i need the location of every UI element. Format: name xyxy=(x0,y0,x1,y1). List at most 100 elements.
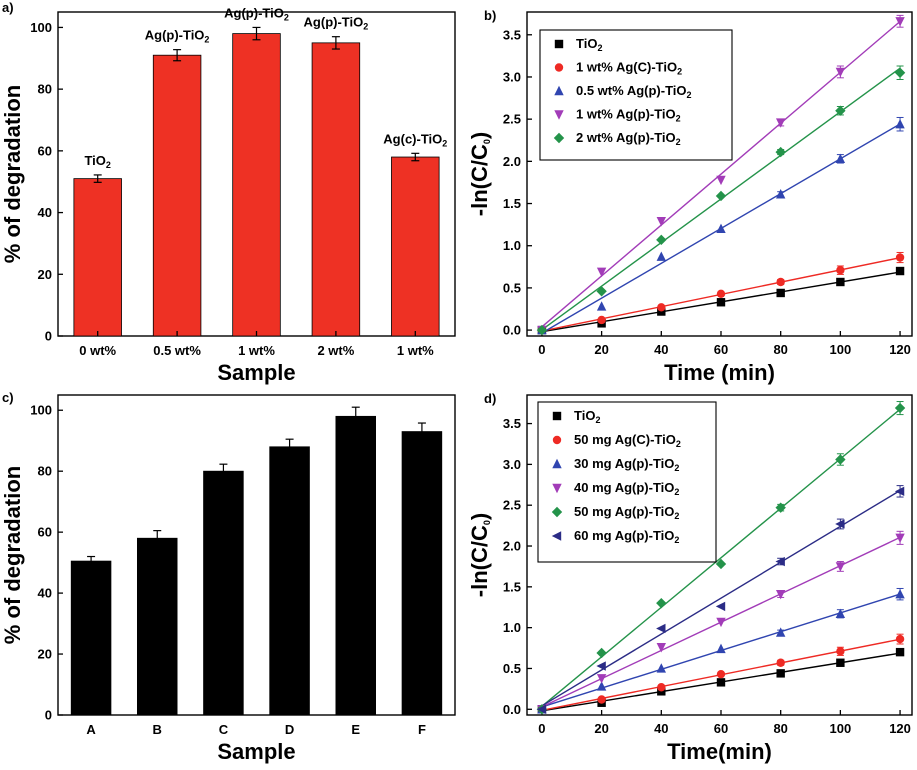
panel-b-data-point xyxy=(716,289,726,299)
panel-d-data-point xyxy=(596,661,606,671)
subscript-text: 2 xyxy=(674,535,679,545)
panel-b-legend-marker xyxy=(554,39,564,49)
label-text: 20 xyxy=(594,721,608,736)
panel-d-data-point xyxy=(895,533,905,544)
panel-d-legend-label: 60 mg Ag(p)-TiO2 xyxy=(574,528,679,545)
panel-c-xtick-label: F xyxy=(418,722,426,737)
panel-a-xtick-label: 1 wt% xyxy=(238,343,275,358)
panel-b-data-point xyxy=(656,251,667,261)
subscript-text: 2 xyxy=(595,415,600,425)
panel-d-data-point xyxy=(597,695,606,704)
panel-b-data-point xyxy=(836,265,845,275)
panel-d-data-point xyxy=(835,608,846,618)
panel-d-data-point xyxy=(596,647,607,659)
panel-c-panel-label: c) xyxy=(2,390,14,405)
label-text: 0.0 xyxy=(503,702,521,717)
panel-d-x-axis-title: Time(min) xyxy=(667,739,772,764)
subscript-text: 2 xyxy=(674,511,679,521)
panel-c-bar xyxy=(136,537,178,716)
panel-c-ytick-label: 0 xyxy=(45,708,52,723)
subscript-text: 2 xyxy=(674,487,679,497)
subscript-text: 2 xyxy=(204,35,209,45)
panel-d-data-point xyxy=(836,647,845,656)
panel-d-data-point xyxy=(775,502,786,513)
label-text: B xyxy=(153,722,162,737)
panel-b-data-point xyxy=(836,277,845,287)
panel-d-data-point xyxy=(776,658,785,667)
label-text: 20 xyxy=(594,342,608,357)
panel-d-xtick-label: 100 xyxy=(830,721,852,736)
label-text: C xyxy=(219,722,229,737)
panel-b-data-point xyxy=(895,119,905,129)
panel-a-bar xyxy=(73,178,122,337)
panel-d-legend-marker xyxy=(551,531,562,541)
panel-d-data-point xyxy=(656,623,666,634)
label-text: ) xyxy=(467,513,492,520)
panel-d-data-point xyxy=(716,678,726,687)
panel-d-legend-marker xyxy=(552,435,562,445)
panel-d-ytick-label: 3.5 xyxy=(503,416,521,431)
panel-d-data-point xyxy=(656,663,667,673)
panel-b-ytick-label: 2.5 xyxy=(503,112,521,127)
subscript-text: 2 xyxy=(677,67,682,77)
label-text: 1 wt% xyxy=(238,343,275,358)
panel-a-bar xyxy=(152,54,202,337)
panel-d-ytick-label: 1.5 xyxy=(503,579,521,594)
label-text: a) xyxy=(2,0,14,15)
panel-d-data-point xyxy=(776,669,785,678)
panel-b-data-point xyxy=(895,253,905,262)
panel-a-panel-label: a) xyxy=(2,0,14,15)
panel-c-ytick-label: 100 xyxy=(30,403,52,418)
panel-c-xtick-label: A xyxy=(86,722,96,737)
panel-a-xtick-label: 2 wt% xyxy=(317,343,354,358)
panel-d-ytick-label: 0.0 xyxy=(503,702,521,717)
label-text: 1.5 xyxy=(503,196,521,211)
panel-b-data-point xyxy=(657,307,666,316)
panel-d-data-point xyxy=(894,486,905,497)
label-text: 2.5 xyxy=(503,112,521,127)
label-text: c) xyxy=(2,390,14,405)
label-text: 60 mg Ag(p)-TiO xyxy=(574,528,674,543)
label-text: 40 mg Ag(p)-TiO xyxy=(574,480,674,495)
label-text: 3.0 xyxy=(503,457,521,472)
panel-a-bar xyxy=(391,156,440,337)
label-text: 3.5 xyxy=(503,27,521,42)
label-text: 80 xyxy=(773,342,787,357)
panel-a-bar-annotation: Ag(p)-TiO2 xyxy=(224,5,289,22)
panel-b-ytick-label: 1.5 xyxy=(503,196,521,211)
panel-d-xtick-label: 120 xyxy=(889,721,911,736)
panel-d-data-point xyxy=(716,669,726,679)
subscript-text: 2 xyxy=(284,12,289,22)
label-text: Ag(c)-TiO xyxy=(383,131,442,146)
panel-b-legend-label: 1 wt% Ag(C)-TiO2 xyxy=(576,60,682,77)
label-text: 0 xyxy=(45,329,52,344)
label-text: 2.0 xyxy=(503,539,521,554)
panel-d-data-point xyxy=(895,588,905,599)
panel-a-bar-annotation: TiO2 xyxy=(84,153,110,170)
panel-c-xtick-label: D xyxy=(285,722,294,737)
panel-b-ytick-label: 2.0 xyxy=(503,154,521,169)
panel-c-plot-frame xyxy=(57,394,456,716)
panel-b-xtick-label: 40 xyxy=(654,342,668,357)
panel-b-data-point xyxy=(596,267,607,278)
label-text: E xyxy=(351,722,360,737)
panel-d-xtick-label: 80 xyxy=(773,721,787,736)
panel-d-legend-label: 40 mg Ag(p)-TiO2 xyxy=(574,480,679,497)
label-text: 0.0 xyxy=(503,323,521,338)
panel-d-ytick-label: 0.5 xyxy=(503,661,521,676)
label-text: 120 xyxy=(889,342,911,357)
label-text: 1.0 xyxy=(503,620,521,635)
label-text: Ag(p)-TiO xyxy=(145,28,205,43)
subscript-text: 0 xyxy=(482,139,492,144)
panel-b-data-point xyxy=(835,67,846,78)
panel-b-ytick-label: 0.5 xyxy=(503,280,521,295)
label-text: 2.5 xyxy=(503,498,521,513)
panel-d-legend-marker xyxy=(552,483,562,494)
label-text: 0 xyxy=(538,721,545,736)
panel-c-ytick-label: 40 xyxy=(38,586,52,601)
panel-b-xtick-label: 20 xyxy=(594,342,608,357)
subscript-text: 2 xyxy=(676,114,681,124)
label-text: 20 xyxy=(38,267,52,282)
panel-b-legend-marker xyxy=(554,63,564,72)
panel-c-ytick-label: 80 xyxy=(38,464,52,479)
